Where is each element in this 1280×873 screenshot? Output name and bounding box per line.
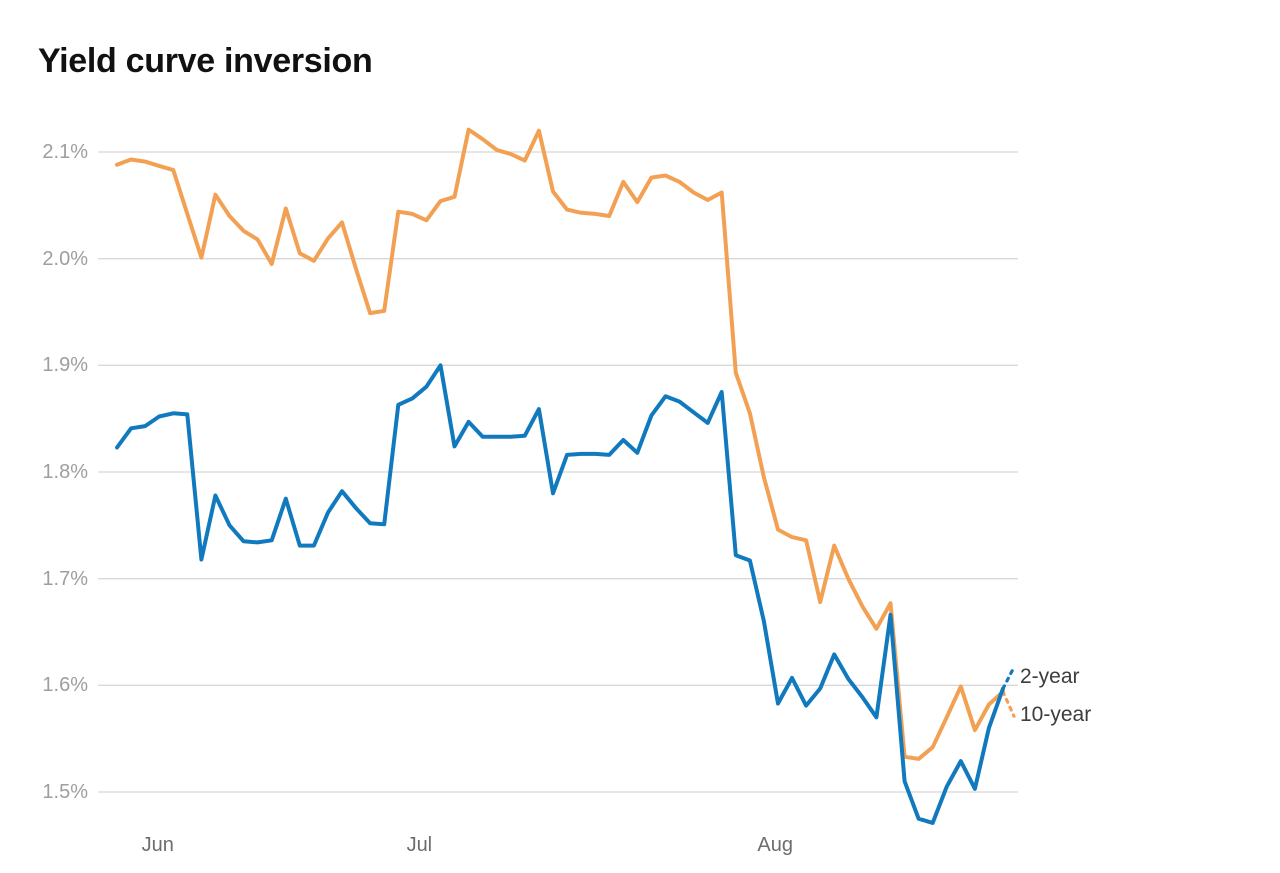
series-end-label-2-year: 2-year — [1020, 665, 1080, 688]
series-end-label-10-year: 10-year — [1020, 703, 1092, 726]
chart-title: Yield curve inversion — [38, 42, 373, 80]
series-line-2-year — [115, 363, 1005, 825]
y-axis-tick-label: 1.7% — [42, 567, 88, 590]
series-line-10-year — [115, 127, 1005, 761]
x-axis-tick-label: Jul — [406, 834, 433, 856]
y-axis-tick-label: 1.6% — [42, 674, 88, 697]
series-dash-tail-10-year — [1001, 690, 1016, 718]
y-axis-tick-label: 1.9% — [42, 354, 88, 377]
y-axis-tick-label: 2.0% — [42, 247, 88, 270]
series-dash-tail-2-year — [1001, 665, 1016, 691]
x-axis-tick-label: Jun — [141, 834, 174, 856]
x-axis-tick-label: Aug — [757, 834, 793, 856]
y-axis-tick-label: 1.5% — [42, 781, 88, 803]
y-axis-tick-label: 2.1% — [42, 141, 88, 163]
y-axis-tick-label: 1.8% — [42, 461, 88, 483]
